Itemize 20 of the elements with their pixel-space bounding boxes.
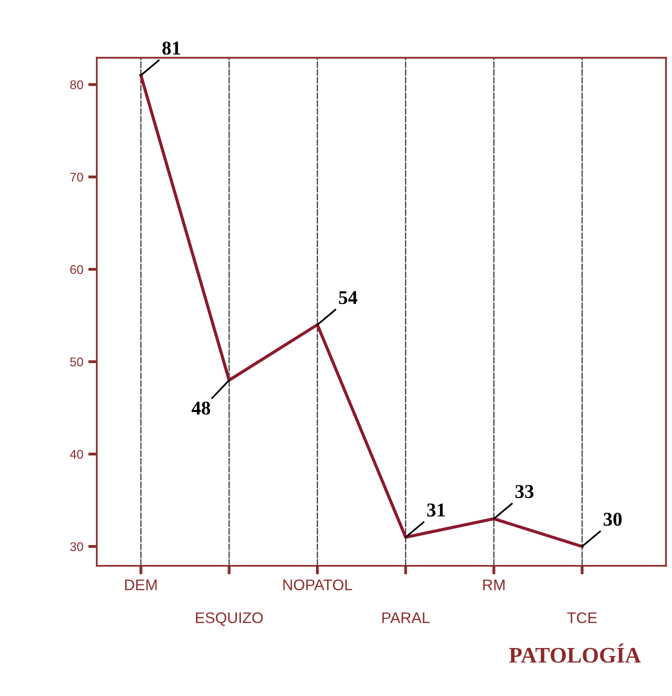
- line-series: [139, 74, 584, 548]
- x-axis-title: PATOLOGÍA: [509, 644, 641, 663]
- x-tick-label: NOPATOL: [283, 579, 352, 590]
- data-label: 54: [338, 291, 358, 304]
- y-tick-label: 60: [70, 265, 84, 274]
- data-label: 48: [192, 402, 210, 415]
- x-tick-label: TCE: [567, 612, 597, 624]
- x-tick-label: RM: [483, 580, 504, 590]
- data-label: 33: [515, 485, 534, 498]
- y-tick-label: 80: [70, 80, 84, 90]
- x-tick-label: PARAL: [382, 612, 430, 624]
- x-tick-label: ESQUIZO: [196, 612, 263, 626]
- y-tick-label: 70: [70, 172, 84, 182]
- y-tick-label: 50: [70, 357, 84, 366]
- data-label: 81: [162, 42, 180, 55]
- data-label: 31: [427, 504, 445, 517]
- y-tick-label: 30: [70, 542, 84, 552]
- y-tick-label: 40: [70, 450, 84, 459]
- data-label: 30: [604, 512, 622, 526]
- x-tick-label: DEM: [125, 580, 157, 590]
